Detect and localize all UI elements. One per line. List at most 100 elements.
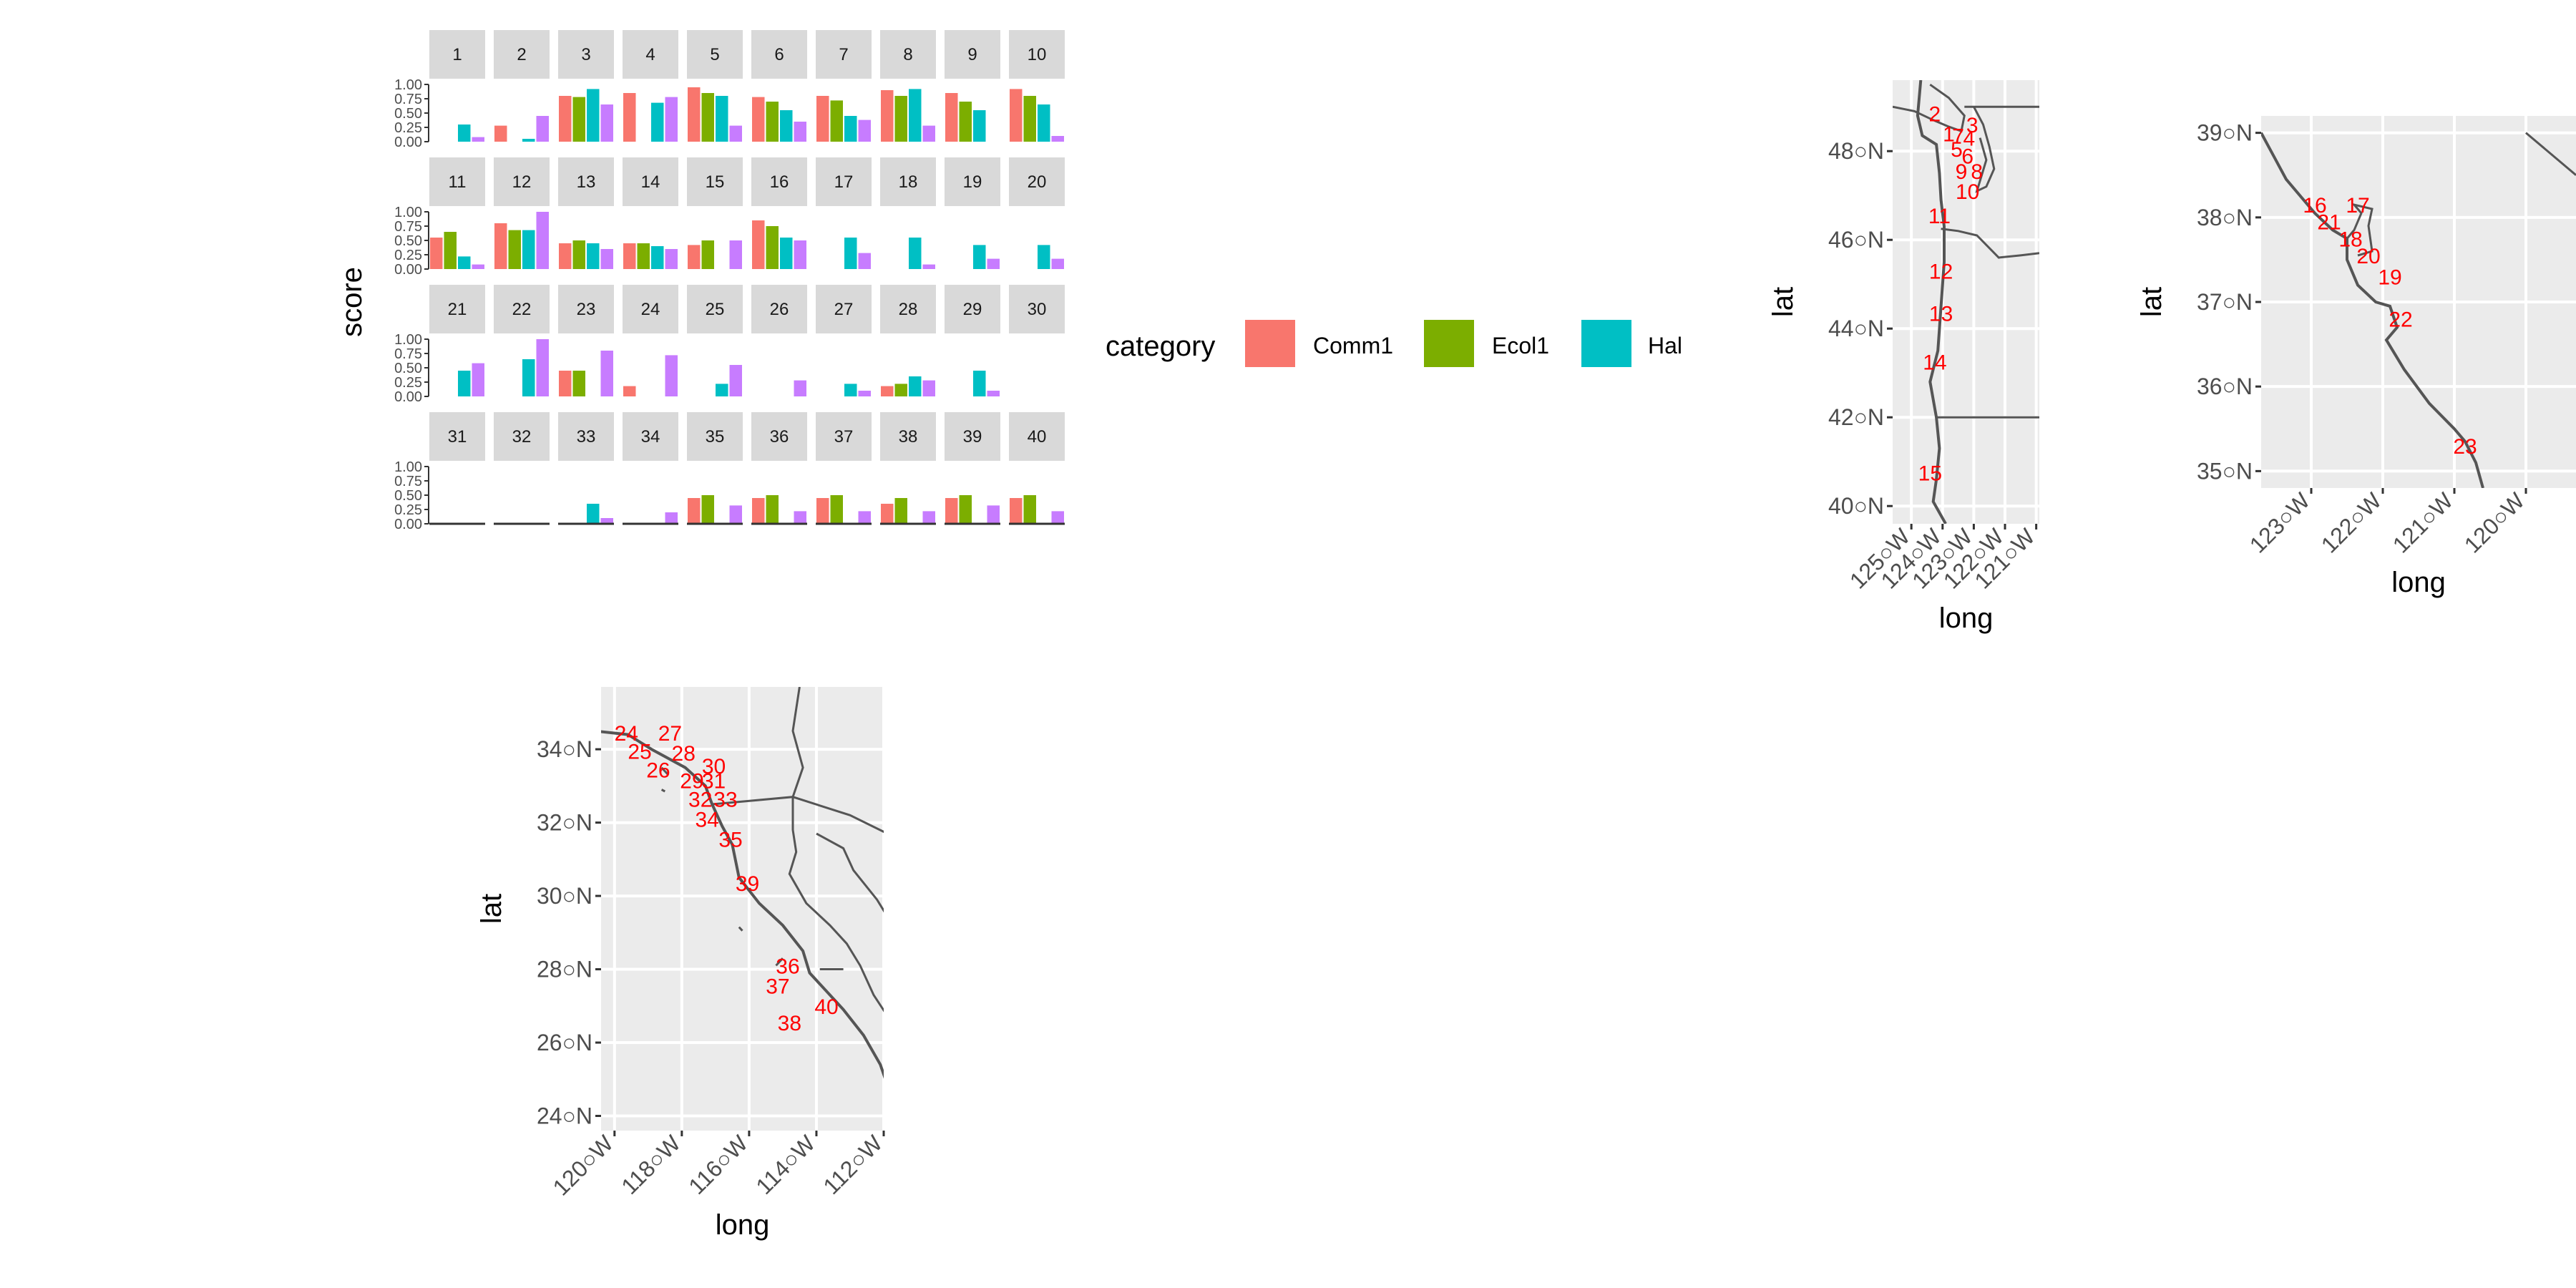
bar [494,223,507,269]
border-line [816,832,884,913]
bar [572,371,585,396]
bar [651,246,664,269]
facet-strip [751,30,807,79]
bar [600,351,613,396]
facet-strip-label: 32 [512,427,532,447]
facet-strip [816,157,872,206]
bar [472,264,484,269]
facet-strip [751,157,807,206]
facet-strip [816,30,872,79]
site-label: 25 [628,741,651,764]
facet-strip-label: 30 [1028,300,1047,319]
y-tick-label: 34○N [537,736,592,762]
site-label: 5 [1951,138,1963,162]
site-label: 24 [615,722,638,746]
bar [1010,89,1023,142]
bar [665,512,678,524]
coastline [601,730,884,1079]
facet-panel-2: 2 [494,30,550,142]
bar [536,116,549,142]
facet-panel-31: 31 0.000.250.500.751.00 [394,412,485,532]
bar [844,116,857,142]
site-label: 8 [1971,160,1983,184]
y-tick-label: 0.75 [394,219,422,235]
bar [536,212,549,269]
facet-strip [558,30,614,79]
bar [987,391,1000,396]
coastline [2261,132,2484,488]
facet-strip [687,285,743,333]
y-tick-label: 0.00 [394,262,422,278]
facet-strip-label: 26 [770,300,789,319]
bar [729,365,742,396]
facet-strip [945,30,1000,79]
bar [1010,498,1023,524]
bar [766,102,779,142]
site-label: 18 [2338,228,2362,251]
y-tick-label: 0.25 [394,248,422,263]
facet-strip-label: 20 [1028,172,1047,192]
bar [688,87,701,142]
facet-panel-40: 40 [1009,412,1065,525]
facet-strip-label: 9 [967,45,977,64]
facet-strip-label: 16 [770,172,789,192]
legend-title: category [1106,331,1215,362]
site-label: 19 [2378,266,2401,290]
bar [752,220,765,269]
coastline [1916,80,1947,524]
border-line [1941,228,2039,259]
facet-panel-7: 7 [816,30,872,142]
bar [881,386,894,396]
site-label: 2 [1929,103,1941,127]
facet-strip-label: 8 [903,45,912,64]
y-axis-title: score [336,267,368,337]
bar [600,104,613,142]
facet-strip-label: 12 [512,172,532,192]
bar [794,240,806,269]
legend-label: Comm1 [1313,333,1393,358]
y-tick-label: 1.00 [394,332,422,348]
bar [780,238,793,269]
facet-panel-16: 16 [751,157,807,269]
facet-panel-33: 33 [558,412,614,525]
bar [945,93,958,142]
site-label: 11 [1928,205,1951,228]
y-tick-label: 0.50 [394,488,422,504]
facet-strip [1009,157,1065,206]
bar [858,391,871,396]
facet-strip-label: 39 [963,427,982,447]
bar [794,122,806,142]
facet-strip-label: 34 [641,427,660,447]
y-tick-label: 24○N [537,1103,592,1129]
site-label: 27 [658,722,682,746]
legend-label: Hal [1648,333,1682,358]
facet-strip [880,157,936,206]
site-label: 29 [680,770,703,794]
facet-strip-label: 4 [645,45,655,64]
facet-panel-24: 24 [623,285,678,396]
bar [508,230,521,269]
bar [844,238,857,269]
facet-panel-18: 18 [880,157,936,269]
facet-strip [687,30,743,79]
y-tick-label: 26○N [537,1030,592,1055]
site-label: 32 [688,788,712,811]
bar [909,89,922,142]
bar [881,504,894,524]
bar [522,359,535,396]
facet-strip [494,285,550,333]
bar [987,258,1000,269]
bar [729,240,742,269]
bar [752,97,765,142]
legend-key [1581,320,1631,367]
y-tick-label: 0.00 [394,517,422,532]
facet-strip-label: 28 [899,300,918,319]
facet-strip-label: 1 [452,45,462,64]
border-line [788,796,884,1013]
bar [688,245,701,269]
facet-strip [1009,30,1065,79]
y-tick-label: 28○N [537,957,592,982]
facet-strip [623,412,678,461]
